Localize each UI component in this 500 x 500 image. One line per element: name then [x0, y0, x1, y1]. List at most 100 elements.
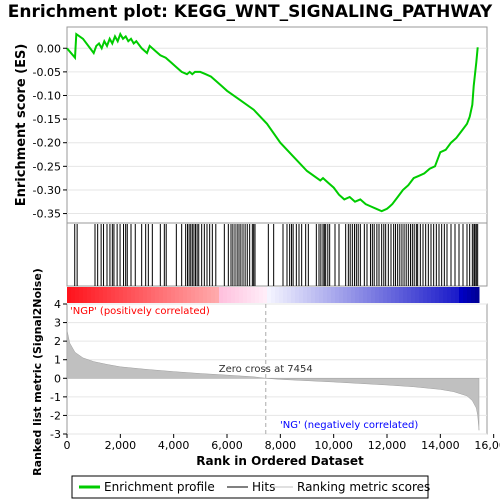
- color-bar-segment: [303, 287, 308, 303]
- color-bar-segment: [311, 287, 316, 303]
- color-bar-segment: [467, 287, 472, 303]
- enrichment-profile-line: [66, 31, 479, 213]
- color-bar-segment: [367, 287, 372, 303]
- color-bar-segment: [439, 287, 444, 303]
- color-bar-segment: [459, 287, 464, 303]
- es-y-tick-label: -0.20: [33, 137, 61, 150]
- color-bar-segment: [171, 287, 176, 303]
- x-axis-ticks: 0 2,000 4,000 6,000 8,000 10,000 12,000 14,000 1…: [64, 434, 500, 452]
- color-bar-segment: [151, 287, 156, 303]
- color-bar-segment: [111, 287, 116, 303]
- color-bar-segment: [163, 287, 168, 303]
- color-bar-segment: [295, 287, 300, 303]
- color-bar-segment: [279, 287, 284, 303]
- color-bar-segment: [83, 287, 88, 303]
- color-bar-segment: [403, 287, 408, 303]
- color-bar-segment: [235, 287, 240, 303]
- color-bar-segment: [315, 287, 320, 303]
- color-bar-segment: [271, 287, 276, 303]
- color-bar-segment: [343, 287, 348, 303]
- es-y-tick-label: -0.25: [33, 160, 61, 173]
- x-tick-label: 8,000: [265, 439, 297, 452]
- rank-color-bar: [67, 287, 480, 303]
- metric-y-tick-label: 3: [54, 317, 61, 330]
- color-bar-segment: [223, 287, 228, 303]
- color-bar-segment: [319, 287, 324, 303]
- color-bar-segment: [415, 287, 420, 303]
- color-bar-segment: [75, 287, 80, 303]
- metric-y-ticks: 4 3 2 1 0 -1 -2 -3: [50, 298, 67, 441]
- color-bar-segment: [331, 287, 336, 303]
- es-grid: [67, 47, 487, 215]
- color-bar-segment: [91, 287, 96, 303]
- color-bar-segment: [103, 287, 108, 303]
- color-bar-segment: [119, 287, 124, 303]
- color-bar-segment: [207, 287, 212, 303]
- color-bar-segment: [159, 287, 164, 303]
- metric-y-tick-label: -3: [50, 428, 61, 441]
- metric-y-axis-label: Ranked list metric (Signal2Noise): [31, 268, 44, 476]
- color-bar-segment: [259, 287, 264, 303]
- color-bar-segment: [435, 287, 440, 303]
- es-y-axis-label: Enrichment score (ES): [14, 44, 29, 207]
- x-tick-label: 10,000: [314, 439, 353, 452]
- color-bar-segment: [327, 287, 332, 303]
- color-bar-segment: [99, 287, 104, 303]
- metric-y-tick-label: -1: [50, 391, 61, 404]
- color-bar-segment: [399, 287, 404, 303]
- color-bar-segment: [195, 287, 200, 303]
- color-bar-segment: [375, 287, 380, 303]
- color-bar-segment: [427, 287, 432, 303]
- color-bar-segment: [143, 287, 148, 303]
- color-bar-segment: [183, 287, 188, 303]
- es-y-tick-label: -0.15: [33, 113, 61, 126]
- color-bar-segment: [431, 287, 436, 303]
- metric-y-tick-label: -2: [50, 409, 61, 422]
- positive-correlation-label: 'NGP' (positively correlated): [70, 306, 210, 317]
- x-tick-label: 14,000: [421, 439, 460, 452]
- es-line-group: [66, 31, 479, 213]
- zero-cross-label: Zero cross at 7454: [219, 364, 313, 375]
- legend-box: [71, 475, 429, 499]
- chart-title: Enrichment plot: KEGG_WNT_SIGNALING_PATH…: [8, 2, 493, 22]
- color-bar-segment: [191, 287, 196, 303]
- color-bar-segment: [307, 287, 312, 303]
- color-bar-segment: [179, 287, 184, 303]
- es-y-tick-label: 0.00: [37, 42, 62, 55]
- color-bar-segment: [123, 287, 128, 303]
- es-y-ticks: 0.00 -0.05 -0.10 -0.15 -0.20 -0.25 -0.30 -0.35: [33, 42, 67, 221]
- color-bar-segment: [107, 287, 112, 303]
- color-bar-segment: [167, 287, 172, 303]
- color-bar-segment: [131, 287, 136, 303]
- color-bar-segment: [227, 287, 232, 303]
- negative-correlation-label: 'NG' (negatively correlated): [280, 420, 418, 431]
- color-bar-segment: [455, 287, 460, 303]
- color-bar-segment: [423, 287, 428, 303]
- color-bar-segment: [135, 287, 140, 303]
- color-bar-segment: [255, 287, 260, 303]
- es-y-tick-label: -0.35: [33, 208, 61, 221]
- metric-y-tick-label: 0: [54, 372, 61, 385]
- color-bar-segment: [419, 287, 424, 303]
- color-bar-segment: [239, 287, 244, 303]
- color-bar-segment: [291, 287, 296, 303]
- color-bar-segment: [347, 287, 352, 303]
- metric-y-tick-label: 4: [54, 298, 61, 311]
- es-y-tick-label: -0.10: [33, 89, 61, 102]
- x-tick-label: 16,000: [474, 439, 500, 452]
- es-y-tick-label: -0.05: [33, 66, 61, 79]
- color-bar-segment: [187, 287, 192, 303]
- metric-area-group: [66, 329, 480, 431]
- legend-metric-label: Ranking metric scores: [297, 480, 430, 494]
- color-bar-segment: [71, 287, 76, 303]
- color-bar-segment: [219, 287, 224, 303]
- x-tick-label: 12,000: [368, 439, 407, 452]
- color-bar-segment: [95, 287, 100, 303]
- color-bar-segment: [335, 287, 340, 303]
- color-bar-segment: [139, 287, 144, 303]
- color-bar-segment: [339, 287, 344, 303]
- color-bar-segment: [211, 287, 216, 303]
- x-tick-label: 2,000: [105, 439, 137, 452]
- color-bar-segment: [175, 287, 180, 303]
- color-bar-segment: [155, 287, 160, 303]
